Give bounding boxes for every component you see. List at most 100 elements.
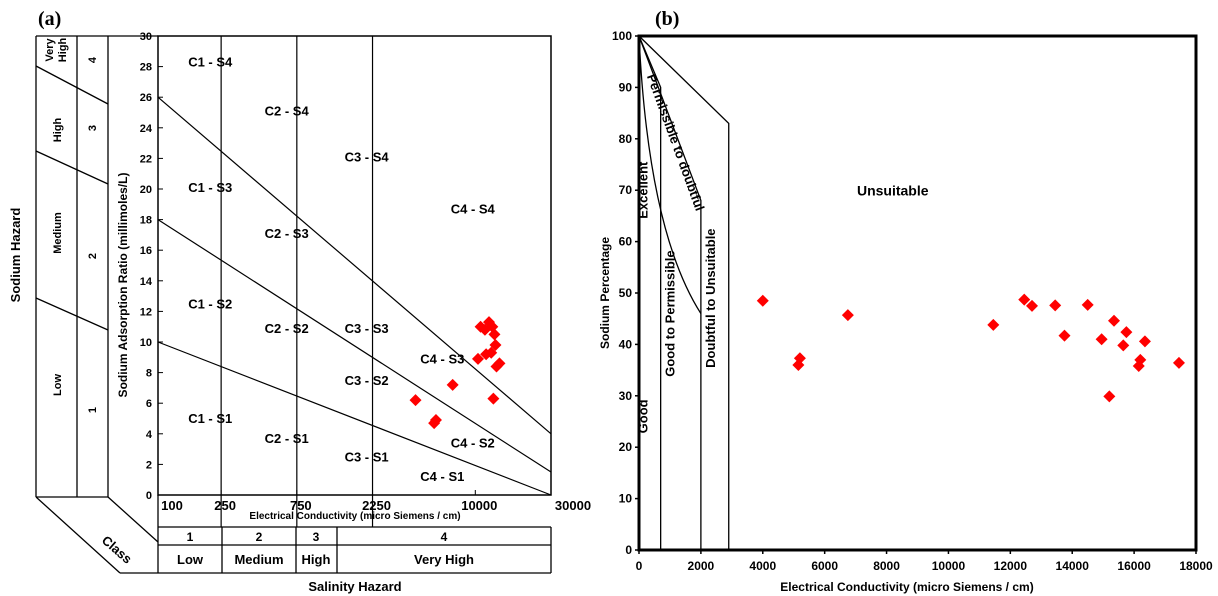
zone-labels-a: C1 - S4 C2 - S4 C3 - S4 C4 - S4 C1 - S3 C2 - …	[188, 55, 495, 485]
data-point-b	[1138, 335, 1151, 348]
region-label: Unsuitable	[857, 182, 929, 198]
data-point-a	[488, 328, 501, 341]
sar-boundary-line-0	[157, 96, 552, 435]
boundary-excellent	[638, 35, 662, 550]
salinity-class-name-3: High	[302, 552, 331, 567]
boundary-doubtful-unsuitable	[638, 35, 730, 550]
region-label: Doubtful to Unsuitable	[703, 228, 718, 367]
plot-frame-a	[157, 35, 552, 496]
y-tick-label-b: 30	[619, 389, 633, 403]
salinity-class-table	[120, 495, 552, 574]
salinity-class-name-2: Medium	[234, 552, 283, 567]
zone-label: C4 - S3	[420, 351, 464, 366]
data-point-b	[1081, 298, 1094, 311]
sodium-hazard-frame	[35, 35, 159, 574]
plot-frame-b	[637, 34, 1198, 552]
data-point-b	[1120, 326, 1133, 339]
y-tick-label-a: 22	[140, 153, 152, 165]
data-point-a	[489, 339, 502, 352]
data-point-b	[1025, 299, 1038, 312]
panel-label-b: (b)	[655, 8, 679, 30]
y-tick-label-a: 20	[140, 184, 152, 196]
salinity-hazard-title: Salinity Hazard	[308, 579, 401, 594]
zone-label: C2 - S4	[265, 104, 310, 119]
y-tick-label-a: 26	[140, 92, 152, 104]
x-tick-label-b: 12000	[994, 559, 1028, 573]
data-point-b	[1095, 333, 1108, 346]
zone-label: C1 - S3	[188, 180, 232, 195]
data-point-a	[487, 392, 500, 405]
sodium-class-name-1: Low	[52, 374, 64, 396]
data-point-a	[429, 414, 442, 427]
salinity-class-num-4: 4	[441, 530, 448, 544]
data-point-b	[841, 309, 854, 322]
x-tick-label-b: 14000	[1056, 559, 1090, 573]
panel-label-a: (a)	[38, 8, 61, 30]
x-tick-label-a: 30000	[555, 498, 591, 513]
sodium-class-name-3: High	[52, 118, 64, 143]
x-tick-label-a: 750	[290, 498, 312, 513]
y-tick-label-b: 100	[612, 29, 632, 43]
x-tick-label-b: 2000	[688, 559, 715, 573]
sodium-class-num-4: 4	[87, 56, 99, 63]
x-axis-label-b: Electrical Conductivity (micro Siemens /…	[780, 580, 1033, 594]
zone-label: C3 - S1	[345, 449, 389, 464]
y-tick-label-a: 24	[140, 123, 153, 135]
y-tick-label-b: 40	[619, 337, 633, 351]
sar-boundary-lines	[157, 96, 552, 496]
sodium-percentage-chart: (b) Sodium Percentage Electrical Conduct…	[598, 8, 1213, 594]
x-axis-label-a: Electrical Conductivity (micro Siemens /…	[249, 511, 460, 522]
data-point-b	[1107, 314, 1120, 327]
zone-label: C1 - S2	[188, 296, 232, 311]
boundary-permissible-doubtful	[638, 35, 702, 314]
sodium-class-num-2: 2	[87, 253, 99, 259]
x-tick-label-b: 4000	[749, 559, 776, 573]
zone-label: C4 - S4	[451, 201, 496, 216]
zone-label: C4 - S1	[420, 469, 464, 484]
data-points-b	[756, 293, 1185, 403]
wilcox-sar-chart: (a) Sodium Hazard Very High 4 High 3 Med…	[8, 8, 591, 594]
y-tick-label-b: 70	[619, 183, 633, 197]
zone-label: C2 - S1	[265, 431, 309, 446]
y-axis-label-a: Sodium Adsorption Ratio (millimoles/L)	[116, 173, 130, 398]
sodium-class-name-2: Medium	[52, 212, 64, 254]
salinity-class-num-3: 3	[313, 530, 320, 544]
data-point-a	[409, 394, 422, 407]
data-point-b	[1117, 339, 1130, 352]
y-tick-label-a: 28	[140, 62, 152, 74]
sar-boundary-line-1	[157, 219, 552, 473]
salinity-class-num-2: 2	[256, 530, 263, 544]
region-boundaries	[638, 35, 730, 550]
sodium-hazard-title: Sodium Hazard	[8, 208, 23, 303]
zone-label: C3 - S2	[345, 373, 389, 388]
y-tick-label-b: 20	[619, 440, 633, 454]
y-axis-label-b: Sodium Percentage	[598, 237, 612, 349]
y-tick-label-a: 18	[140, 215, 152, 227]
zone-label: C3 - S4	[345, 149, 390, 164]
data-point-a	[493, 357, 506, 370]
zone-label: C2 - S3	[265, 226, 309, 241]
sodium-class-name-4-line1: Very	[44, 37, 56, 61]
y-tick-label-a: 16	[140, 245, 152, 257]
zone-label: C2 - S2	[265, 321, 309, 336]
y-tick-label-a: 4	[146, 429, 153, 441]
zone-label: C4 - S2	[451, 436, 495, 451]
salinity-class-num-1: 1	[187, 530, 194, 544]
salinity-class-name-1: Low	[177, 552, 204, 567]
zone-label: C1 - S1	[188, 411, 232, 426]
data-point-b	[1134, 353, 1147, 366]
x-tick-label-a: 250	[214, 498, 236, 513]
data-point-b	[793, 352, 806, 365]
y-tick-label-a: 30	[140, 31, 152, 43]
region-label: Good	[636, 399, 651, 433]
data-point-b	[987, 318, 1000, 331]
sar-boundary-line-2	[157, 341, 552, 496]
data-point-b	[1103, 390, 1116, 403]
region-label: Good to Permissible	[663, 250, 678, 376]
x-tick-label-b: 18000	[1179, 559, 1213, 573]
x-tick-label-a: 2250	[362, 498, 391, 513]
data-point-b	[1058, 329, 1071, 342]
sodium-class-num-1: 1	[87, 407, 99, 413]
